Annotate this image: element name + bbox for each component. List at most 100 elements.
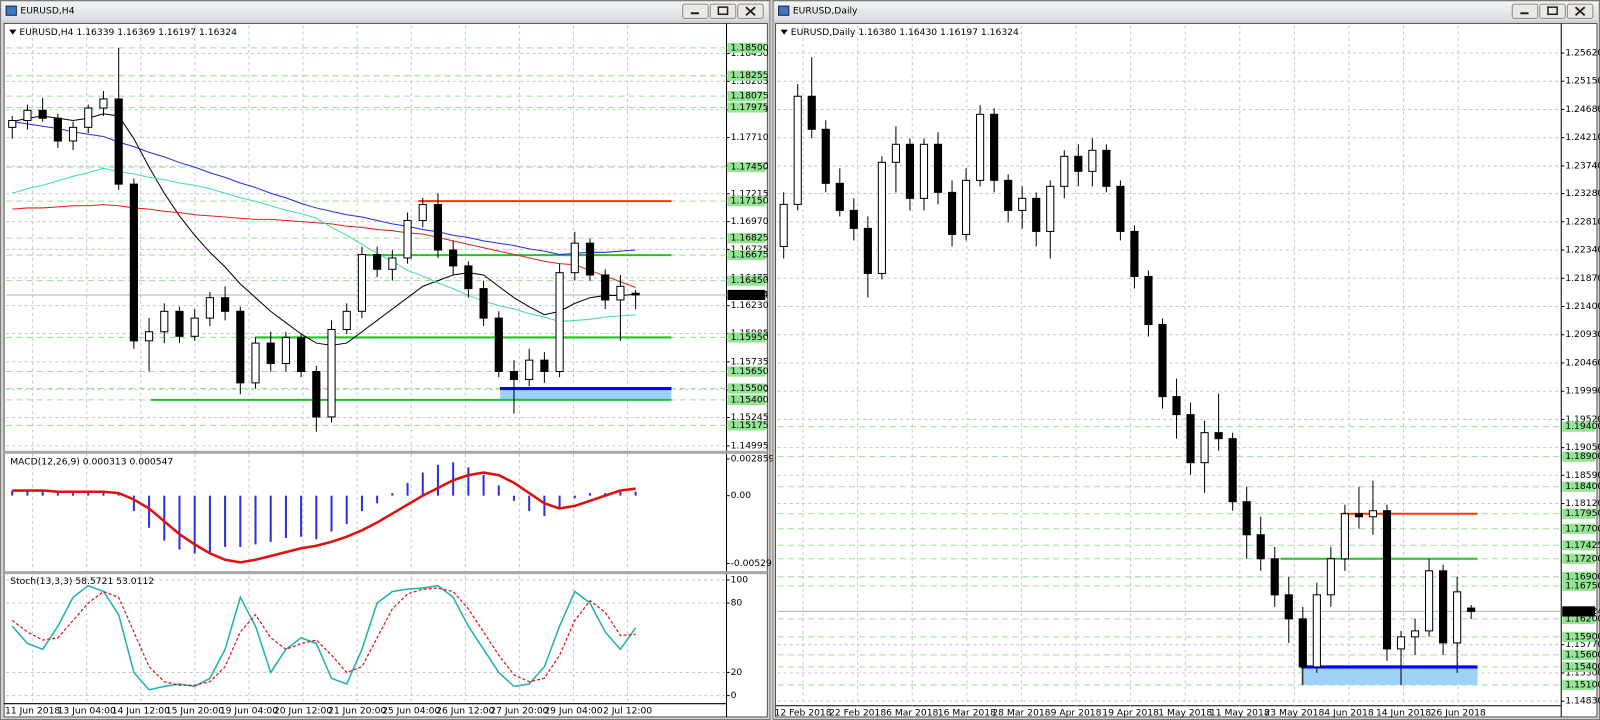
maximize-button[interactable]: [709, 3, 737, 19]
candle-body: [281, 336, 291, 365]
candle-body: [38, 109, 47, 119]
date-label: 19 Jun 04:00: [220, 705, 278, 716]
candle-body: [1396, 636, 1406, 650]
price-tick-label: 1.23740: [1565, 160, 1600, 171]
candle-body: [961, 179, 971, 235]
candle-body: [1425, 570, 1434, 632]
stoch-signal: [11, 587, 636, 686]
candle-body: [570, 242, 579, 274]
maximize-icon[interactable]: [717, 6, 729, 16]
date-label: 11 May 2018: [1210, 707, 1270, 718]
support-zone: [1301, 666, 1478, 685]
candle-body: [1158, 324, 1167, 398]
candle-body: [418, 204, 427, 221]
maximize-icon[interactable]: [1547, 6, 1558, 16]
price-tick-label: 1.16230: [731, 300, 769, 311]
price-tick-label: 1.16725: [731, 244, 769, 255]
date-label: 25 Jun 04:00: [382, 705, 440, 716]
level-label-box: [1562, 631, 1595, 642]
candle-body: [373, 254, 382, 270]
close-icon[interactable]: [1574, 6, 1586, 16]
close-icon[interactable]: [745, 6, 756, 16]
date-label: 29 Jun 04:00: [544, 705, 602, 716]
level-label: 1.18075: [731, 91, 769, 102]
date-label: 15 Jun 20:00: [166, 705, 224, 716]
candle-body: [601, 274, 610, 301]
chart-info: EURUSD,Daily 1.16380 1.16430 1.16197 1.1…: [791, 27, 1019, 38]
level-label: 1.17200: [1565, 553, 1600, 564]
level-label: 1.16750: [1565, 580, 1600, 591]
candle-body: [1186, 414, 1195, 464]
candle-body: [145, 331, 154, 342]
macd-tick-label: -0.005292: [731, 558, 778, 569]
chart-area: [775, 22, 1598, 718]
candle-body: [616, 285, 625, 301]
level-label-box: [1562, 421, 1595, 432]
date-label: 2 Jul 12:00: [603, 705, 652, 716]
price-tick-label: 1.24680: [1565, 104, 1600, 115]
candle-body: [266, 342, 275, 365]
candle-body: [1242, 501, 1251, 536]
candle-body: [221, 297, 230, 312]
candle-body: [433, 204, 443, 251]
price-tick-label: 1.19990: [1565, 386, 1600, 397]
bid-label: 1.16324: [1565, 606, 1600, 617]
price-tick-label: 1.21400: [1565, 301, 1600, 312]
date-label: 20 Jun 12:00: [274, 705, 332, 716]
candle-body: [357, 254, 367, 312]
level-label: 1.15600: [1565, 649, 1600, 660]
candle-body: [99, 98, 108, 109]
macd-tick-label: 0.002859: [731, 453, 775, 464]
candle-body: [129, 183, 138, 342]
candle-body: [1004, 179, 1013, 211]
maximize-button[interactable]: [1539, 3, 1566, 19]
level-label-box: [727, 250, 766, 261]
level-label-box: [727, 70, 766, 81]
level-label: 1.15400: [1565, 661, 1600, 672]
candle-body: [525, 359, 534, 380]
level-label-box: [1562, 571, 1595, 582]
candle-body: [175, 310, 184, 337]
price-tick-label: 1.25150: [1565, 76, 1600, 87]
level-label: 1.18900: [1565, 451, 1600, 462]
candle-body: [1214, 432, 1223, 440]
candle-body: [821, 128, 830, 184]
level-label: 1.18400: [1565, 481, 1600, 492]
level-label: 1.17450: [731, 162, 769, 173]
info-triangle: [9, 29, 17, 35]
date-label: 16 Mar 2018: [938, 707, 996, 718]
level-label-box: [1562, 508, 1595, 519]
candle-body: [327, 328, 336, 418]
level-label-box: [727, 420, 766, 431]
candle-body: [494, 317, 503, 373]
price-tick-label: 1.22340: [1565, 245, 1600, 256]
candle-body: [555, 272, 564, 373]
level-label: 1.16200: [1565, 613, 1600, 624]
candle-body: [1256, 534, 1265, 560]
chart-area: [3, 22, 768, 718]
level-label-box: [727, 102, 766, 113]
window-icon: [5, 5, 17, 16]
level-label-box: [727, 232, 766, 244]
level-label-box: [727, 366, 766, 377]
level-label-box: [1562, 679, 1595, 691]
candle-body: [631, 292, 640, 296]
level-label-box: [1562, 540, 1595, 551]
date-label: 14 Jun 2018: [1376, 707, 1431, 718]
candle-body: [251, 342, 260, 384]
candle-body: [1410, 630, 1420, 638]
price-tick-label: 1.21870: [1565, 273, 1600, 284]
candle-body: [1467, 607, 1476, 612]
date-label: 1 May 2018: [1158, 707, 1212, 718]
price-tick-label: 1.19050: [1565, 442, 1600, 453]
price-tick-label: 1.23280: [1565, 188, 1600, 199]
panel-separator: [4, 571, 768, 575]
minimize-button[interactable]: [1511, 3, 1539, 19]
date-label: 23 May 2018: [1264, 707, 1324, 718]
level-label: 1.17975: [731, 102, 769, 113]
minimize-button[interactable]: [682, 3, 709, 19]
candle-body: [1088, 149, 1097, 172]
candle-body: [540, 359, 549, 373]
bid-label: 1.16324: [731, 289, 769, 300]
